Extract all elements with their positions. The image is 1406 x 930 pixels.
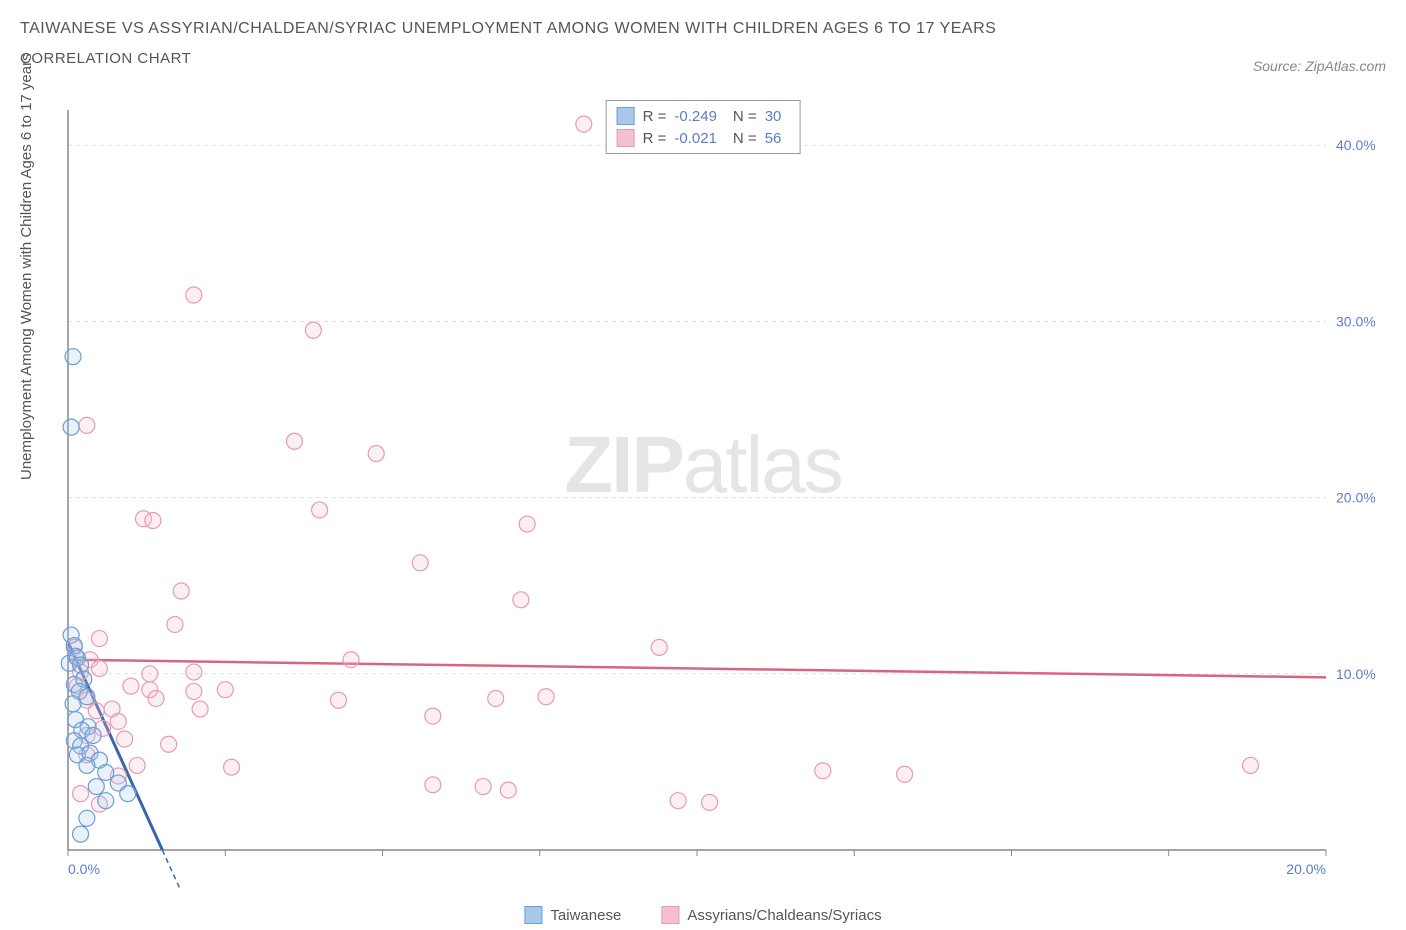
chart-title: TAIWANESE VS ASSYRIAN/CHALDEAN/SYRIAC UN… [20, 20, 1386, 38]
svg-text:0.0%: 0.0% [68, 861, 100, 877]
svg-text:20.0%: 20.0% [1336, 490, 1376, 506]
swatch-series-2 [617, 129, 635, 147]
stats-legend-box: R = -0.249 N = 30 R = -0.021 N = 56 [606, 100, 801, 154]
r-value-1: -0.249 [674, 108, 717, 125]
chart-subtitle: CORRELATION CHART [20, 50, 1386, 67]
svg-text:10.0%: 10.0% [1336, 666, 1376, 682]
legend-swatch-1 [524, 906, 542, 924]
legend-item-1: Taiwanese [524, 906, 621, 924]
bottom-legend: Taiwanese Assyrians/Chaldeans/Syriacs [524, 906, 881, 924]
legend-label-1: Taiwanese [550, 907, 621, 924]
r-label-1: R = [643, 108, 667, 125]
legend-label-2: Assyrians/Chaldeans/Syriacs [687, 907, 881, 924]
n-value-2: 56 [765, 130, 782, 147]
legend-swatch-2 [661, 906, 679, 924]
swatch-series-1 [617, 107, 635, 125]
stats-row-2: R = -0.021 N = 56 [617, 127, 790, 149]
legend-item-2: Assyrians/Chaldeans/Syriacs [661, 906, 881, 924]
r-value-2: -0.021 [674, 130, 717, 147]
y-axis-label: Unemployment Among Women with Children A… [18, 53, 35, 480]
svg-text:40.0%: 40.0% [1336, 137, 1376, 153]
source-label: Source: ZipAtlas.com [1253, 58, 1386, 74]
scatter-chart: 10.0% 20.0% 30.0% 40.0% 0.0% 20.0% [58, 100, 1386, 890]
r-label-2: R = [643, 130, 667, 147]
svg-text:20.0%: 20.0% [1286, 861, 1326, 877]
n-label-2: N = [733, 130, 757, 147]
svg-text:30.0%: 30.0% [1336, 313, 1376, 329]
n-value-1: 30 [765, 108, 782, 125]
chart-area: 10.0% 20.0% 30.0% 40.0% 0.0% 20.0% [58, 100, 1386, 890]
stats-row-1: R = -0.249 N = 30 [617, 105, 790, 127]
n-label-1: N = [733, 108, 757, 125]
